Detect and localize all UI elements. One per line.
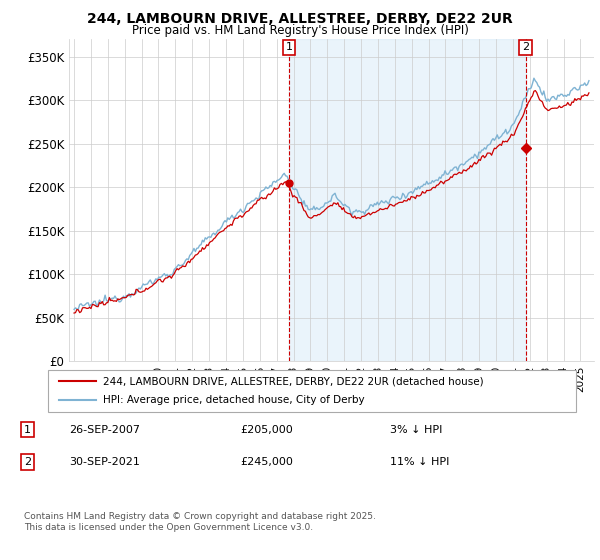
- Text: 1: 1: [286, 43, 292, 53]
- FancyBboxPatch shape: [48, 370, 576, 412]
- Text: 2: 2: [24, 457, 31, 467]
- Text: 244, LAMBOURN DRIVE, ALLESTREE, DERBY, DE22 2UR (detached house): 244, LAMBOURN DRIVE, ALLESTREE, DERBY, D…: [103, 376, 484, 386]
- Text: HPI: Average price, detached house, City of Derby: HPI: Average price, detached house, City…: [103, 395, 365, 405]
- Text: 30-SEP-2021: 30-SEP-2021: [69, 457, 140, 467]
- Text: £245,000: £245,000: [240, 457, 293, 467]
- Text: 1: 1: [24, 424, 31, 435]
- Text: 11% ↓ HPI: 11% ↓ HPI: [390, 457, 449, 467]
- Text: 26-SEP-2007: 26-SEP-2007: [69, 424, 140, 435]
- Text: £205,000: £205,000: [240, 424, 293, 435]
- Text: 244, LAMBOURN DRIVE, ALLESTREE, DERBY, DE22 2UR: 244, LAMBOURN DRIVE, ALLESTREE, DERBY, D…: [87, 12, 513, 26]
- Text: 2: 2: [522, 43, 529, 53]
- Text: Contains HM Land Registry data © Crown copyright and database right 2025.
This d: Contains HM Land Registry data © Crown c…: [24, 512, 376, 532]
- Bar: [289, 39, 526, 361]
- Text: 3% ↓ HPI: 3% ↓ HPI: [390, 424, 442, 435]
- Text: Price paid vs. HM Land Registry's House Price Index (HPI): Price paid vs. HM Land Registry's House …: [131, 24, 469, 36]
